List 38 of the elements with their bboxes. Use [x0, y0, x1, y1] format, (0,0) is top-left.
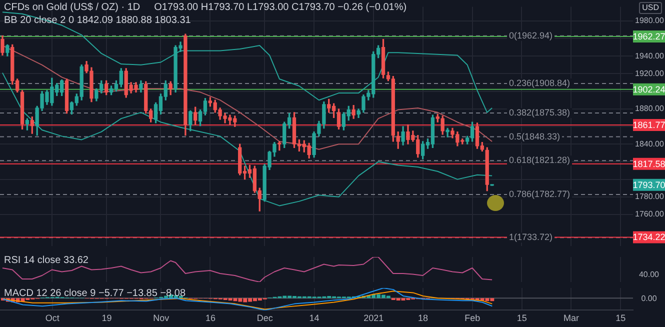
x-tick-label: 15: [516, 313, 527, 324]
y-tick-label: 1980.00: [635, 16, 664, 26]
x-tick-label: Dec: [256, 313, 274, 324]
x-tick-label: 18: [418, 313, 428, 324]
ref-line-label: 1902.24: [632, 84, 665, 94]
chart-title: CFDs on Gold (US$ / OZ) · 1D: [4, 2, 140, 13]
annotation: 1793.70: [632, 180, 665, 190]
y-tick-label: 1840.00: [635, 139, 664, 148]
text: 40.00: [638, 270, 660, 280]
ref-line-label: 1817.58: [632, 158, 665, 169]
x-tick-label: 16: [206, 313, 216, 324]
ref-line-label: 0.236(1908.84): [509, 78, 570, 88]
y-tick-label: 1940.00: [635, 51, 664, 60]
x-tick-label: 19: [102, 313, 112, 324]
x-tick-label: Mar: [563, 313, 579, 324]
ref-line-label: 0.786(1782.77): [509, 188, 570, 199]
annotation: O1793.00 H1793.70 L1793.00 C1793.70 −0.26 (−0.01%): [154, 2, 407, 13]
y-axis-title: USD: [639, 2, 662, 14]
annotation: RSI 14 close 33.62: [4, 255, 88, 266]
y-tick-label: 1920.00: [635, 68, 664, 78]
ref-line-label: 1(1733.72): [509, 232, 553, 242]
y-tick-label: 1880.00: [635, 104, 664, 114]
ref-line-label: 0(1962.94): [509, 30, 553, 40]
x-tick-label: Nov: [153, 313, 170, 324]
y-tick-label: 1760.00: [635, 210, 664, 219]
text: 0.00: [640, 294, 658, 304]
x-tick-label: 2021: [364, 313, 384, 324]
y-tick-label: 1780.00: [635, 192, 664, 202]
ref-line-label: 0.5(1848.33): [509, 131, 560, 142]
ref-line-label: 0.618(1821.28): [509, 155, 570, 166]
ref-line-label: 0.382(1875.38): [509, 107, 570, 118]
ref-line-label: 1962.27: [632, 31, 665, 42]
ref-line-label: 1734.22: [632, 232, 665, 242]
x-tick-label: Feb: [464, 313, 480, 324]
x-tick-label: 14: [309, 313, 320, 324]
x-tick-label: 15: [616, 313, 626, 324]
x-tick-label: Oct: [45, 313, 60, 324]
ref-line-label: 1861.77: [632, 120, 665, 130]
